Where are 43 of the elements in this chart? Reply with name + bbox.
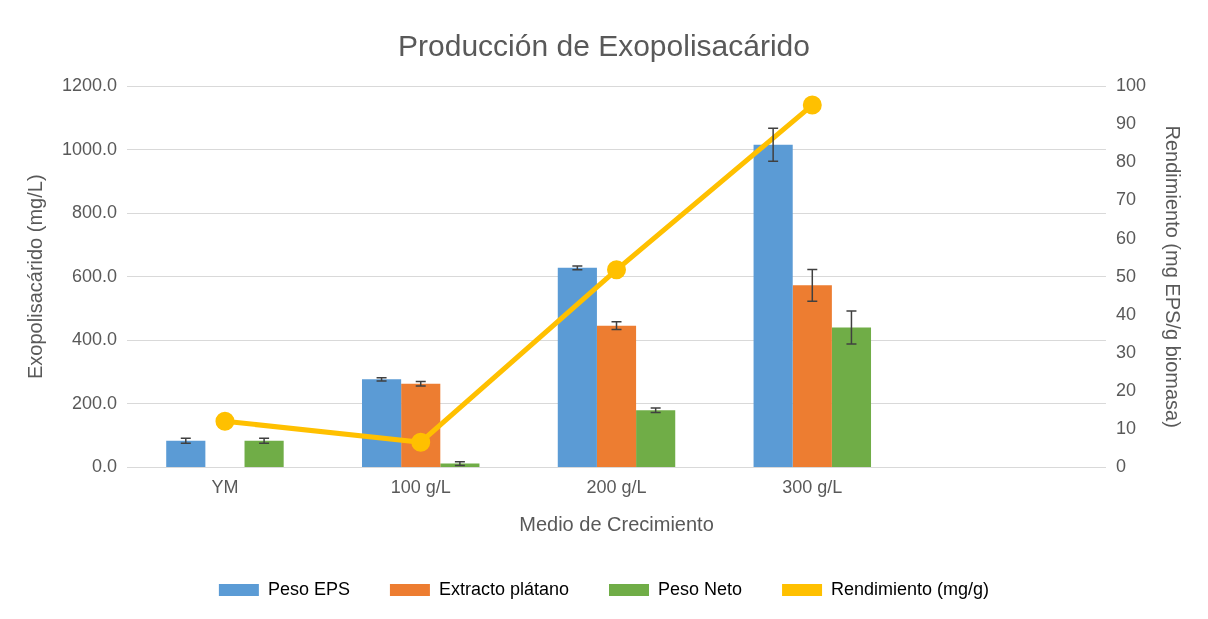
y-axis-title: Exopolisacárido (mg/L) <box>23 174 46 379</box>
x-tick-label: 100 g/L <box>390 477 451 498</box>
y2-tick-label: 0 <box>1115 456 1126 477</box>
bar <box>244 440 284 467</box>
x-tick-label: 300 g/L <box>782 477 843 498</box>
bar <box>831 327 872 467</box>
bar <box>361 379 402 467</box>
bar <box>792 285 832 467</box>
y-tick-label: 600.0 <box>72 265 118 286</box>
y-tick-label: 1000.0 <box>61 138 118 159</box>
y2-tick-label: 50 <box>1115 265 1136 286</box>
bar <box>166 440 206 467</box>
y2-tick-label: 100 <box>1115 74 1147 95</box>
x-tick-label: YM <box>211 477 239 498</box>
y-tick-label: 800.0 <box>72 202 118 223</box>
y2-axis-title: Rendimiento (mg EPS/g biomasa) <box>1162 125 1185 428</box>
y-tick-label: 200.0 <box>72 392 118 413</box>
y2-tick-label: 80 <box>1115 151 1136 172</box>
y2-tick-label: 30 <box>1115 341 1136 362</box>
legend-label: Peso EPS <box>267 578 350 599</box>
point <box>802 95 822 115</box>
y2-tick-label: 40 <box>1115 303 1136 324</box>
legend-label: Peso Neto <box>658 578 743 599</box>
point <box>215 411 235 431</box>
y2-tick-label: 20 <box>1115 380 1136 401</box>
x-tick-label: 200 g/L <box>586 477 647 498</box>
point <box>607 260 627 280</box>
bar <box>596 325 637 467</box>
y2-tick-label: 60 <box>1115 227 1136 248</box>
bar <box>557 267 597 467</box>
y-tick-label: 400.0 <box>72 329 118 350</box>
y2-tick-label: 90 <box>1115 113 1136 134</box>
bar <box>636 410 676 467</box>
point <box>411 432 431 452</box>
y2-tick-label: 70 <box>1115 189 1136 210</box>
bar <box>753 144 793 467</box>
chart-title: Producción de Exopolisacárido <box>398 29 810 63</box>
y2-tick-label: 10 <box>1115 418 1136 439</box>
legend-label: Rendimiento (mg/g) <box>831 578 990 599</box>
x-axis-title: Medio de Crecimiento <box>519 512 714 535</box>
y-tick-label: 0.0 <box>92 456 118 477</box>
legend-label: Extracto plátano <box>438 578 570 599</box>
y-tick-label: 1200.0 <box>61 74 118 95</box>
